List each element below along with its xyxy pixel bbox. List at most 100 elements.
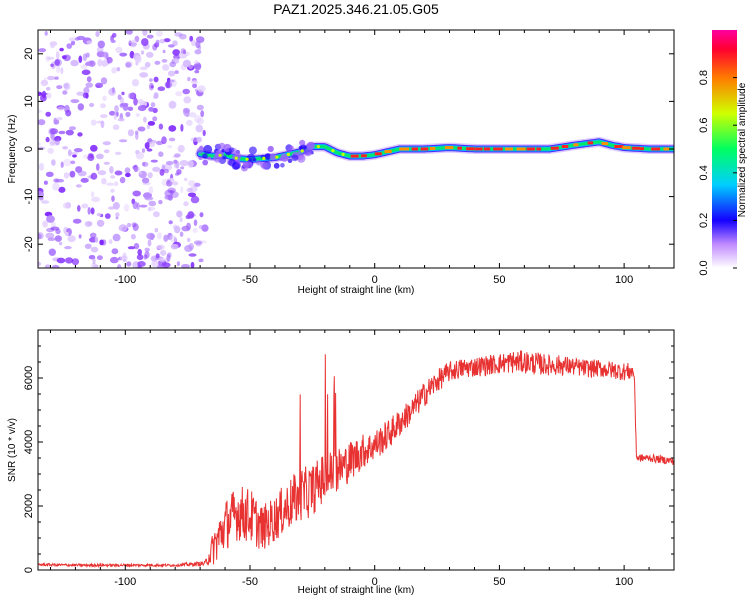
noise-speckle (90, 191, 95, 198)
noise-speckle (67, 235, 76, 243)
noise-speckle (114, 170, 123, 176)
noise-speckle (45, 111, 51, 117)
signal-blob (264, 153, 272, 160)
noise-speckle (63, 158, 72, 167)
noise-speckle (144, 142, 150, 150)
noise-speckle (116, 67, 121, 72)
noise-speckle (110, 256, 119, 264)
noise-speckle (63, 172, 70, 179)
noise-speckle (38, 48, 47, 53)
spectrogram-ylabel: Frequency (Hz) (7, 115, 18, 184)
noise-speckle (196, 117, 204, 125)
noise-speckle (112, 233, 121, 242)
noise-speckle (40, 79, 49, 87)
noise-speckle (103, 161, 111, 165)
noise-speckle (114, 105, 119, 113)
signal-peak (457, 146, 462, 150)
noise-speckle (186, 187, 193, 193)
noise-speckle (119, 139, 128, 143)
noise-speckle (140, 127, 145, 132)
noise-speckle (178, 33, 187, 40)
signal-peak (262, 156, 266, 160)
signal-peak (663, 147, 670, 151)
signal-blob (260, 162, 269, 170)
y-tick-label: 6000 (23, 366, 35, 390)
signal-peak (331, 149, 335, 153)
noise-speckle (157, 86, 166, 91)
noise-speckle (190, 261, 195, 268)
noise-speckle (81, 69, 91, 76)
noise-speckle (183, 96, 192, 104)
noise-speckle (70, 99, 80, 104)
signal-peak (444, 146, 454, 150)
signal-peak (493, 147, 503, 151)
noise-speckle (184, 51, 190, 57)
noise-speckle (44, 31, 48, 36)
noise-speckle (183, 177, 188, 182)
noise-speckle (95, 31, 100, 37)
colorbar-tick-label: 0.8 (698, 70, 710, 85)
noise-speckle (151, 260, 159, 268)
noise-speckle (147, 239, 152, 247)
signal-blob (287, 158, 293, 164)
noise-speckle (117, 264, 122, 268)
noise-speckle (38, 142, 42, 146)
signal-blob (203, 144, 213, 154)
noise-speckle (156, 140, 164, 146)
noise-speckle (146, 34, 154, 39)
noise-speckle (186, 222, 191, 231)
noise-speckle (152, 116, 158, 122)
noise-speckle (60, 161, 64, 168)
noise-speckle (124, 167, 131, 174)
noise-speckle (147, 207, 152, 212)
noise-speckle (186, 119, 193, 126)
noise-speckle (193, 219, 198, 226)
noise-speckle (45, 232, 55, 239)
signal-peak (639, 147, 644, 151)
noise-speckle (163, 163, 173, 171)
signal-blob (299, 139, 306, 146)
noise-speckle (182, 88, 190, 95)
noise-speckle (168, 137, 176, 142)
noise-speckle (144, 247, 150, 252)
noise-speckle (169, 235, 177, 242)
noise-speckle (101, 51, 109, 58)
noise-speckle (140, 50, 145, 55)
noise-speckle (38, 261, 41, 267)
noise-speckle (155, 30, 163, 37)
noise-speckle (52, 137, 59, 142)
signal-peak (245, 157, 249, 161)
noise-speckle (41, 79, 48, 84)
noise-speckle (179, 217, 183, 223)
signal-peak (286, 152, 290, 157)
noise-speckle (190, 195, 200, 204)
signal-peak (474, 147, 483, 151)
noise-speckle (180, 186, 184, 194)
noise-speckle (59, 47, 64, 52)
noise-speckle (153, 92, 159, 99)
noise-speckle (125, 30, 133, 35)
noise-speckle (43, 77, 47, 84)
noise-speckle (149, 141, 156, 148)
noise-speckle (176, 210, 183, 218)
noise-speckle (187, 192, 197, 198)
noise-speckle (78, 55, 83, 63)
noise-speckle (50, 226, 60, 231)
noise-speckle (163, 234, 169, 242)
signal-peak (622, 146, 631, 150)
noise-speckle (153, 211, 160, 218)
colorbar-tick-label: 0.6 (698, 118, 710, 133)
noise-speckle (167, 145, 173, 149)
noise-speckle (58, 241, 63, 246)
snr-ylabel: SNR (10 * v/v) (7, 418, 18, 482)
noise-speckle (68, 37, 76, 42)
signal-peak (505, 147, 513, 151)
x-tick-label: -50 (242, 274, 258, 286)
colorbar-tick-label: 0.2 (698, 213, 710, 228)
snr-marks (38, 350, 674, 569)
noise-speckle (196, 104, 204, 111)
snr-ticks: -100 -50 0 50 100 0 2000 4000 6000 (23, 330, 675, 588)
noise-speckle (73, 148, 83, 153)
noise-speckle (130, 39, 138, 48)
signal-peak (526, 147, 535, 151)
